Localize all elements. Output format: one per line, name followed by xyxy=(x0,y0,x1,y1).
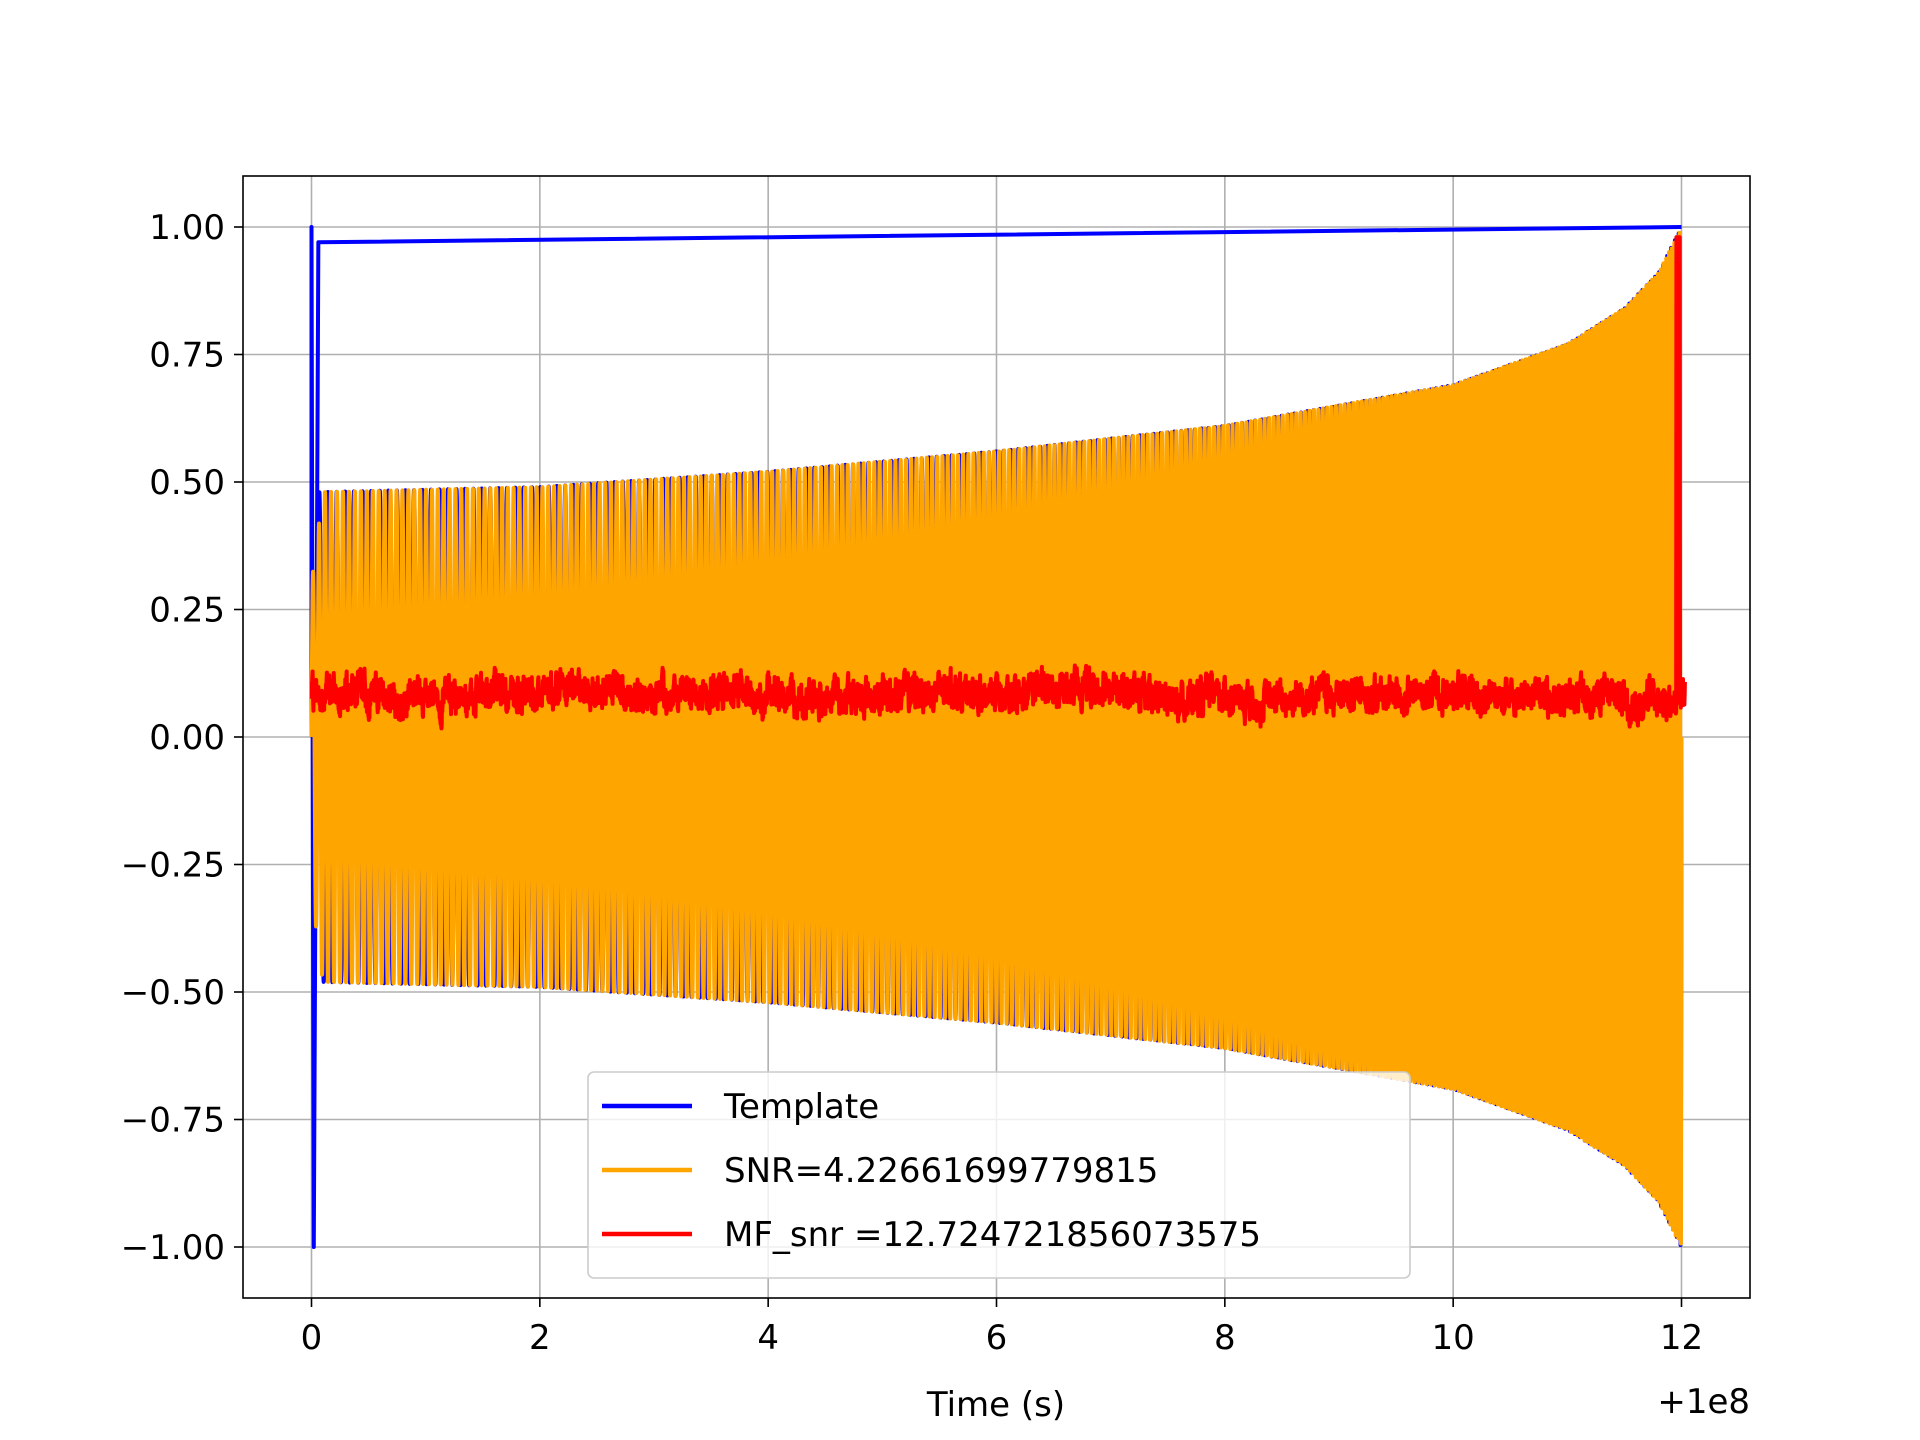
series-line-2 xyxy=(309,235,1687,731)
y-tick-label: −1.00 xyxy=(121,1228,225,1268)
x-tick-label: 2 xyxy=(529,1318,551,1358)
x-tick-label: 12 xyxy=(1660,1318,1703,1358)
y-tick-label: 1.00 xyxy=(149,208,225,248)
y-tick-label: −0.75 xyxy=(121,1101,225,1141)
x-axis-label: Time (s) xyxy=(926,1385,1065,1425)
legend-label-snr: SNR=4.22661699779815 xyxy=(724,1151,1158,1191)
x-axis-ticks: 0 2 4 6 8 10 12 xyxy=(301,1298,1703,1358)
legend: Template SNR=4.22661699779815 MF_snr =12… xyxy=(587,1071,1411,1279)
x-tick-label: 4 xyxy=(757,1318,779,1358)
x-tick-label: 0 xyxy=(301,1318,323,1358)
y-tick-label: 0.75 xyxy=(149,336,225,376)
series-layer xyxy=(309,225,1687,1249)
y-axis-ticks: 1.00 0.75 0.50 0.25 0.00 −0.25 −0.50 −0.75 −1.00 xyxy=(121,208,243,1268)
series-line-1 xyxy=(309,230,1684,1246)
y-tick-label: −0.25 xyxy=(121,846,225,886)
legend-frame xyxy=(587,1071,1411,1279)
legend-label-template: Template xyxy=(723,1087,879,1127)
x-tick-label: 10 xyxy=(1432,1318,1475,1358)
y-tick-label: 0.50 xyxy=(149,463,225,503)
x-tick-label: 6 xyxy=(986,1318,1008,1358)
x-axis-offset-label: +1e8 xyxy=(1657,1382,1750,1422)
y-tick-label: 0.00 xyxy=(149,718,225,758)
y-tick-label: −0.50 xyxy=(121,973,225,1013)
x-tick-label: 8 xyxy=(1214,1318,1236,1358)
legend-label-mf-snr: MF_snr =12.724721856073575 xyxy=(724,1215,1261,1255)
y-tick-label: 0.25 xyxy=(149,591,225,631)
